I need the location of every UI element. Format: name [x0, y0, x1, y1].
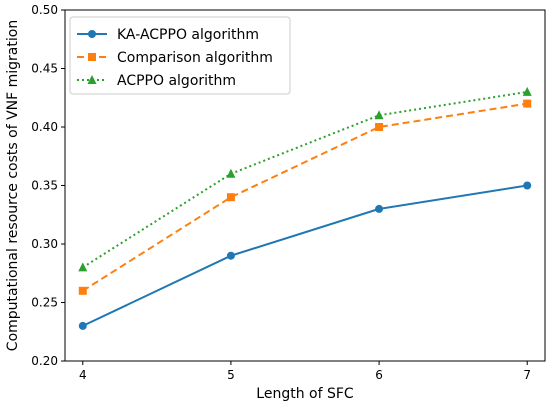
x-tick-label: 4	[79, 368, 87, 382]
data-point	[523, 99, 532, 108]
legend-label: Comparison algorithm	[117, 50, 273, 66]
x-tick-label: 6	[375, 368, 383, 382]
data-point	[522, 86, 532, 96]
data-point	[78, 262, 88, 272]
legend-marker	[88, 53, 96, 61]
legend-box	[69, 16, 291, 95]
legend-marker	[87, 75, 97, 84]
y-axis-label: Computational resource costs of VNF migr…	[5, 20, 21, 351]
x-axis-label: Length of SFC	[256, 386, 354, 402]
legend-item: ACPPO algorithm	[77, 73, 236, 89]
series-line	[82, 102, 528, 292]
data-point	[374, 110, 384, 120]
y-tick-label: 0.45	[31, 62, 58, 76]
data-point	[226, 193, 235, 202]
legend-marker	[88, 30, 96, 38]
data-point	[226, 168, 236, 178]
data-point	[375, 123, 384, 131]
data-point	[78, 321, 87, 330]
y-tick-label: 0.50	[31, 3, 58, 17]
y-tick-label: 0.30	[31, 237, 58, 251]
legend-item: KA-ACPPO algorithm	[77, 27, 259, 43]
x-tick-label: 7	[523, 368, 531, 382]
y-tick-label: 0.35	[31, 179, 58, 193]
data-point	[523, 181, 532, 190]
series-line	[82, 90, 528, 269]
data-point	[78, 286, 87, 295]
data-point	[375, 204, 384, 213]
y-tick-label: 0.25	[31, 296, 58, 310]
series-1	[78, 181, 532, 330]
legend-label: KA-ACPPO algorithm	[117, 27, 259, 43]
legend-label: ACPPO algorithm	[117, 73, 236, 89]
data-point	[226, 251, 235, 260]
y-tick-label: 0.40	[31, 120, 58, 134]
x-tick-label: 5	[227, 368, 235, 382]
legend: KA-ACPPO algorithm Comparison algorithm AC…	[69, 16, 291, 95]
y-tick-label: 0.20	[31, 354, 58, 368]
legend-item: Comparison algorithm	[77, 50, 273, 66]
series-2	[78, 99, 532, 295]
series-line	[82, 184, 528, 327]
series-3	[78, 86, 532, 272]
